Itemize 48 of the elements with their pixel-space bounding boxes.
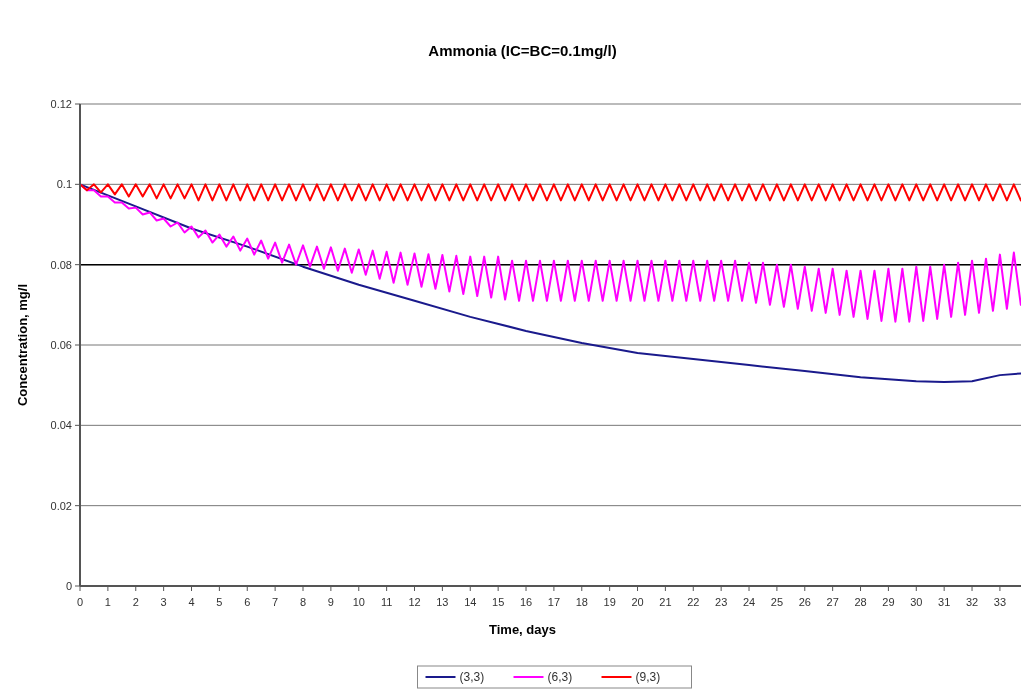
x-tick-label: 31 — [938, 596, 951, 608]
x-tick-label: 7 — [272, 596, 279, 608]
line-series — [79, 183, 1021, 202]
x-tick-label: 13 — [436, 596, 449, 608]
x-tick-label: 18 — [575, 596, 588, 608]
x-tick-label: 32 — [965, 596, 979, 608]
x-tick-label: 5 — [216, 596, 223, 608]
x-tick-label: 11 — [380, 596, 393, 608]
x-tick-label: 8 — [299, 596, 307, 608]
legend-label: (6,3) — [547, 670, 573, 685]
x-tick-label: 1 — [104, 596, 111, 608]
x-tick-label: 16 — [519, 596, 533, 608]
y-tick-label: 0.06 — [50, 338, 72, 351]
y-tick-label: 0.1 — [56, 178, 72, 191]
legend-label: (3,3) — [459, 670, 485, 685]
x-tick-label: 10 — [352, 596, 365, 608]
x-axis-title: Time, days — [489, 622, 556, 637]
x-tick-label: 25 — [770, 596, 784, 608]
x-tick-label: 29 — [882, 596, 895, 608]
y-tick-label: 0.04 — [50, 419, 72, 432]
y-axis-title: Concentration, mg/l — [14, 283, 30, 407]
x-tick-label: 23 — [715, 596, 728, 608]
x-tick-label: 14 — [464, 596, 477, 608]
chart-title: Ammonia (IC=BC=0.1mg/l) — [428, 42, 617, 59]
x-tick-label: 17 — [547, 596, 561, 608]
x-tick-label: 9 — [327, 596, 334, 608]
x-tick-label: 33 — [993, 596, 1007, 608]
x-tick-label: 22 — [687, 596, 700, 608]
y-tick-label: 0 — [65, 579, 72, 592]
x-tick-label: 28 — [854, 596, 867, 608]
x-tick-label: 2 — [132, 596, 139, 608]
x-tick-label: 6 — [244, 596, 251, 608]
y-tick-label: 0.02 — [50, 499, 72, 512]
x-tick-label: 15 — [492, 596, 505, 608]
x-tick-label: 30 — [910, 596, 923, 608]
y-tick-label: 0.08 — [50, 258, 72, 271]
x-tick-label: 0 — [76, 596, 84, 608]
x-tick-label: 27 — [826, 596, 839, 608]
x-tick-label: 26 — [798, 596, 811, 608]
x-tick-label: 4 — [188, 596, 195, 608]
x-tick-label: 12 — [408, 596, 421, 608]
x-tick-label: 20 — [631, 596, 644, 608]
y-tick-label: 0.12 — [50, 97, 72, 110]
x-tick-label: 3 — [160, 596, 167, 608]
x-tick-label: 24 — [742, 596, 756, 608]
x-tick-label: 21 — [659, 596, 672, 608]
legend-label: (9,3) — [635, 670, 661, 685]
x-tick-label: 19 — [603, 596, 616, 608]
